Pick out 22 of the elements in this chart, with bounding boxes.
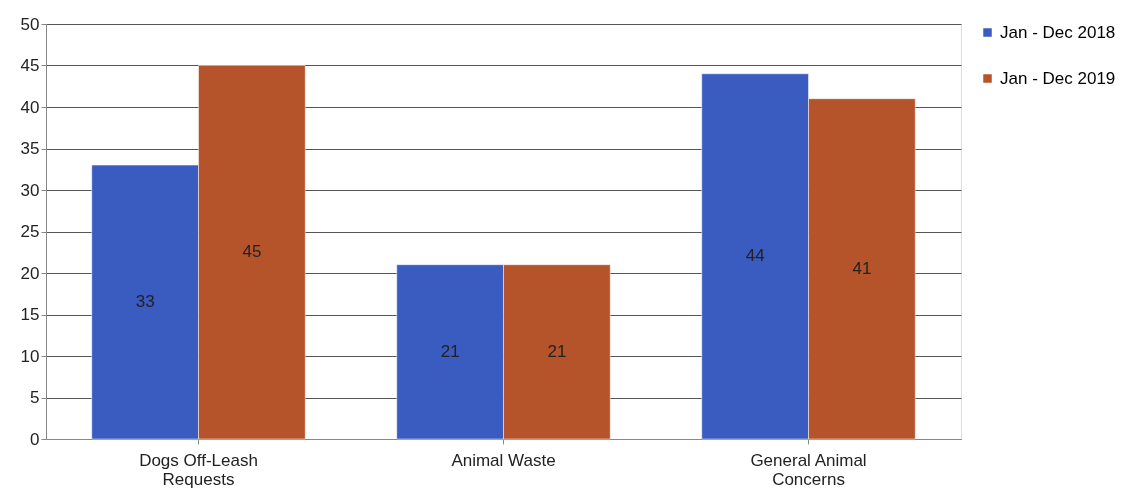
legend-label: Jan - Dec 2018 [1000, 22, 1116, 42]
y-tick-label: 50 [20, 14, 40, 34]
x-tick-label: Dogs Off-Leash Requests [139, 450, 258, 489]
y-tick-label: 40 [20, 97, 40, 117]
data-label: 21 [440, 341, 460, 361]
y-tick-label: 0 [30, 429, 40, 449]
y-tick-label: 5 [30, 388, 40, 407]
y-tick-label: 15 [20, 305, 40, 324]
x-tick-label: General Animal Concerns [750, 450, 867, 489]
y-tick-label: 20 [20, 263, 40, 283]
data-label: 21 [547, 341, 567, 361]
data-label: 44 [745, 246, 765, 266]
data-label: 33 [135, 292, 155, 312]
y-tick-label: 45 [20, 56, 40, 75]
y-tick-label: 30 [20, 180, 40, 200]
x-tick-label: Animal Waste [451, 450, 556, 470]
y-tick-label: 25 [20, 222, 40, 241]
y-tick-label: 10 [20, 346, 40, 366]
data-label: 41 [852, 258, 872, 278]
legend-label: Jan - Dec 2019 [1000, 68, 1116, 88]
y-tick-label: 35 [20, 139, 40, 158]
data-label: 45 [242, 242, 262, 262]
